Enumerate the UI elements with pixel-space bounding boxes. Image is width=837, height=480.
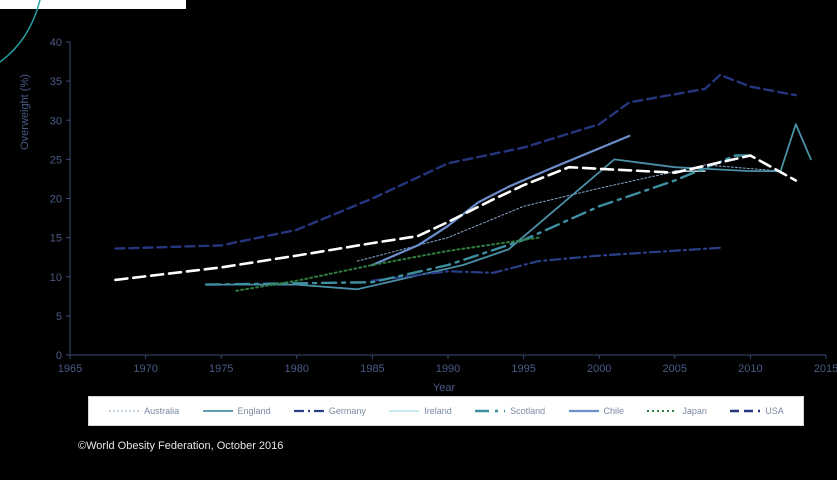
legend-swatch: [202, 410, 233, 412]
legend-label: Germany: [328, 406, 366, 416]
header-strip: [0, 0, 186, 9]
y-tick-label: 40: [50, 37, 62, 49]
x-tick-label: 1995: [511, 363, 535, 375]
x-tick-label: 1980: [285, 363, 309, 375]
x-tick-label: 2000: [587, 363, 611, 375]
legend-swatch: [293, 409, 324, 413]
legend-swatch: [568, 409, 599, 413]
legend-item-usa: USA: [729, 406, 784, 416]
footer-credit: ©World Obesity Federation, October 2016: [78, 440, 284, 452]
y-tick-label: 30: [50, 115, 62, 127]
legend-label: Japan: [682, 406, 707, 416]
legend-swatch: [389, 410, 420, 412]
x-tick-label: 1975: [209, 363, 233, 375]
y-tick-label: 25: [50, 154, 62, 166]
series-line-unlabeled-8: [114, 154, 798, 282]
legend-item-germany: Germany: [293, 406, 366, 416]
y-tick-label: 0: [56, 350, 62, 362]
x-tick-label: 2010: [738, 363, 762, 375]
legend-item-japan: Japan: [646, 406, 707, 416]
legend-item-australia: Australia: [108, 406, 179, 416]
x-tick-label: 1990: [436, 363, 460, 375]
x-tick-label: 1970: [133, 363, 157, 375]
series-line-chile: [371, 134, 631, 267]
legend-item-chile: Chile: [568, 406, 625, 416]
y-tick-label: 20: [50, 194, 62, 206]
series-line-england: [220, 123, 812, 291]
legend-label: Scotland: [510, 406, 546, 416]
legend-swatch: [109, 410, 140, 412]
x-tick-label: 1965: [58, 363, 82, 375]
y-axis-label: Overweight (%): [19, 74, 31, 150]
y-tick-label: 10: [50, 272, 62, 284]
legend-label: Chile: [603, 406, 625, 416]
legend-label: England: [237, 406, 271, 416]
x-tick-label: 2015: [814, 363, 837, 375]
legend-label: USA: [765, 406, 784, 416]
series-line-japan: [235, 236, 540, 292]
line-chart: Overweight (%) Year 0 5 10 15 20 25 30 35 40 1965…: [19, 37, 837, 394]
series-line-australia: [356, 164, 782, 262]
legend-swatch: [475, 409, 506, 413]
decorative-curve: [0, 0, 41, 63]
legend-label: Ireland: [424, 406, 452, 416]
series-line-germany: [371, 246, 722, 282]
x-tick-label: 1985: [360, 363, 384, 375]
x-axis-label: Year: [433, 382, 456, 394]
legend-item-scotland: Scotland: [474, 406, 545, 416]
legend-swatch: [730, 409, 761, 413]
y-tick-label: 15: [50, 233, 62, 245]
legend-label: Australia: [144, 406, 180, 416]
y-tick-label: 5: [56, 311, 62, 323]
series-line-usa: [114, 73, 797, 250]
x-tick-label: 2005: [663, 363, 687, 375]
chart-legend: Australia England Germany Ireland Scotland Ch…: [88, 396, 804, 426]
y-tick-label: 35: [50, 76, 62, 88]
series-line-scotland: [204, 154, 752, 286]
legend-item-england: England: [202, 406, 271, 416]
legend-swatch: [647, 410, 678, 412]
legend-item-ireland: Ireland: [388, 406, 452, 416]
